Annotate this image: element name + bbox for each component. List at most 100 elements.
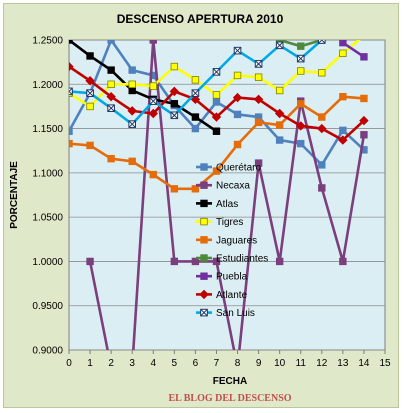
data-point: [170, 185, 179, 193]
y-tick-label: 1.0000: [32, 257, 63, 268]
legend: Querétaro Necaxa Atlas Tigres Jaguares Estudi…: [196, 163, 268, 319]
data-point: [191, 113, 200, 121]
data-point: [191, 185, 200, 193]
data-point: [86, 89, 94, 97]
data-point: [85, 76, 95, 86]
data-point: [274, 108, 285, 119]
data-point: [233, 110, 242, 119]
data-point: [69, 127, 73, 135]
data-point: [200, 181, 208, 189]
x-tick-label: 8: [235, 358, 241, 369]
legend-entry: Puebla: [196, 272, 248, 283]
data-point: [297, 42, 305, 50]
legend-label: Atlas: [216, 199, 238, 210]
legend-label: Tigres: [216, 217, 243, 228]
y-tick-label: 1.2000: [32, 80, 63, 91]
data-point: [107, 66, 115, 74]
y-tick-label: 1.2500: [32, 36, 63, 47]
series-line: [88, 40, 366, 350]
legend-entry: Atlante: [196, 289, 248, 301]
data-point: [318, 161, 326, 169]
x-tick-label: 9: [256, 358, 262, 369]
data-point: [361, 19, 368, 26]
series-atlante: [69, 61, 369, 145]
data-point: [233, 46, 242, 55]
data-point: [170, 62, 179, 71]
data-point: [318, 184, 326, 192]
data-point: [318, 69, 326, 77]
legend-label: Atlante: [216, 290, 248, 301]
x-tick-label: 5: [172, 358, 178, 369]
x-tick-label: 11: [296, 358, 307, 369]
data-point: [297, 67, 305, 75]
data-point: [86, 102, 94, 111]
data-point: [86, 52, 94, 60]
data-point: [275, 86, 284, 95]
data-point: [360, 94, 368, 103]
legend-label: Jaguares: [216, 235, 257, 246]
data-point: [360, 131, 368, 139]
data-point: [148, 108, 158, 119]
footer-credit: EL BLOG DEL DESCENSO: [168, 393, 291, 404]
data-point: [169, 86, 180, 97]
data-point: [254, 73, 263, 81]
y-tick-labels: 0.9000 0.9500 1.0000 1.0500 1.1000 1.1500 1.20…: [32, 36, 63, 357]
data-point: [106, 91, 116, 102]
data-point: [69, 139, 73, 148]
data-point: [200, 163, 208, 171]
plot-area: [68, 39, 386, 351]
data-point: [191, 257, 200, 266]
x-tick-label: 0: [66, 358, 72, 369]
data-point: [297, 139, 305, 148]
data-point: [275, 41, 284, 50]
data-point: [253, 94, 264, 105]
chart-title: DESCENSO APERTURA 2010: [117, 12, 284, 26]
data-point: [338, 135, 348, 145]
legend-label: Estudiantes: [216, 254, 268, 265]
data-point: [191, 76, 200, 84]
legend-label: Puebla: [216, 272, 248, 283]
data-point: [339, 257, 347, 266]
data-point: [149, 82, 157, 90]
data-point: [69, 87, 73, 96]
data-point: [170, 100, 179, 108]
legend-entry: Querétaro: [196, 163, 261, 174]
data-point: [361, 32, 368, 39]
x-tick-label: 12: [316, 358, 328, 369]
data-point: [107, 154, 115, 163]
data-point: [128, 157, 136, 166]
legend-entry: Tigres: [196, 217, 243, 228]
legend-label: Necaxa: [216, 181, 250, 192]
data-point: [212, 257, 221, 266]
data-point: [317, 123, 327, 134]
data-point: [191, 89, 200, 97]
x-tick-labels: 0 1 2 3 4 5 6 7 8 9 10 11 12 13 14 15: [66, 358, 391, 369]
y-axis-title: PORCENTAJE: [9, 161, 20, 229]
chart-frame: DESCENSO APERTURA 2010 0.9000 0.9500 1.000…: [3, 3, 399, 408]
data-point: [340, 19, 347, 26]
data-point: [170, 257, 179, 266]
x-tick-label: 2: [108, 358, 114, 369]
legend-entry: San Luis: [196, 308, 255, 319]
legend-entry: Atlas: [196, 199, 238, 210]
data-point: [107, 40, 115, 44]
x-tick-label: 14: [358, 358, 370, 369]
x-tick-label: 15: [379, 358, 391, 369]
data-point: [318, 113, 326, 121]
series-jaguares: [69, 92, 368, 193]
data-point: [360, 53, 368, 61]
chart-svg: DESCENSO APERTURA 2010 0.9000 0.9500 1.000…: [9, 12, 391, 404]
data-point: [200, 217, 208, 226]
data-point: [212, 68, 221, 76]
data-point: [127, 106, 137, 116]
x-tick-label: 4: [150, 358, 156, 369]
data-point: [170, 111, 179, 120]
data-point: [339, 126, 347, 135]
data-point: [190, 94, 201, 105]
x-axis-title: FECHA: [213, 376, 247, 387]
series-san-luis: [69, 19, 368, 128]
series-puebla: [339, 40, 368, 61]
data-point: [318, 40, 326, 44]
y-tick-label: 0.9500: [32, 301, 63, 312]
legend-entry: Necaxa: [196, 181, 250, 192]
